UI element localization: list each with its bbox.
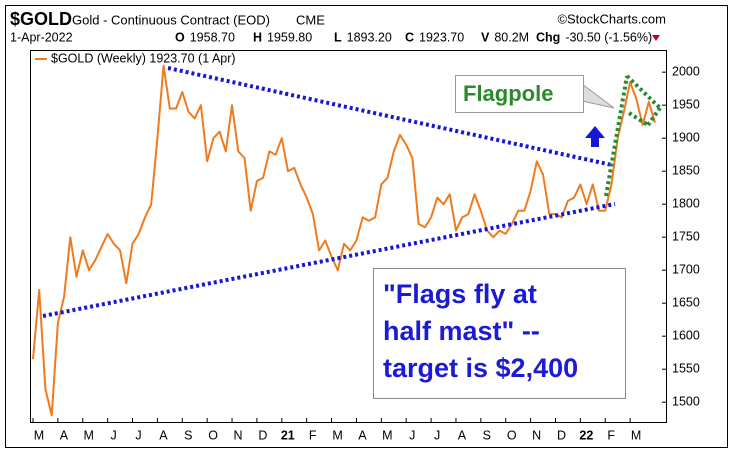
x-tick-label: M xyxy=(34,428,44,442)
x-tick-label: 21 xyxy=(281,428,295,442)
target-box xyxy=(373,268,626,399)
x-tick-label: D xyxy=(258,428,267,442)
quote-value: 1893.20 xyxy=(347,30,392,44)
y-tick-label: 2000 xyxy=(672,64,700,78)
y-tick-label: 1650 xyxy=(672,295,700,309)
lower-trendline xyxy=(42,202,616,318)
x-tick-label: N xyxy=(234,428,243,442)
flagpole-label: Flagpole xyxy=(463,81,553,106)
y-tick-label: 1850 xyxy=(672,163,700,177)
exchange: CME xyxy=(296,12,325,27)
price-line xyxy=(32,64,656,417)
plot-frame xyxy=(30,50,667,423)
x-tick-label: A xyxy=(60,428,69,442)
x-tick-label: F xyxy=(607,428,615,442)
plot-area: 1500 1550 1600 1650 1700 1750 1800 1850 1900 1950… xyxy=(32,51,700,442)
x-tick-label: N xyxy=(532,428,541,442)
quote-value: -30.50 (-1.56%) xyxy=(565,30,652,44)
y-tick-label: 1900 xyxy=(672,130,700,144)
x-tick-label: A xyxy=(458,428,467,442)
x-tick-label: J xyxy=(409,428,415,442)
quote-value: 1958.70 xyxy=(190,30,235,44)
y-tick-label: 1600 xyxy=(672,328,700,342)
x-tick-label: 22 xyxy=(579,428,593,442)
quote-label: Chg xyxy=(536,30,560,44)
flag-top-line xyxy=(625,74,662,110)
quote-label: L xyxy=(334,30,342,44)
quote-label: V xyxy=(481,30,490,44)
x-tick-label: F xyxy=(309,428,317,442)
x-tick-label: A xyxy=(358,428,367,442)
x-tick-label: J xyxy=(434,428,440,442)
quote-label: H xyxy=(253,30,262,44)
target-text: target is $2,400 xyxy=(383,353,578,383)
symbol: $GOLD xyxy=(10,9,72,29)
x-tick-label: O xyxy=(208,428,218,442)
y-tick-label: 1750 xyxy=(672,229,700,243)
pole-line xyxy=(604,75,629,197)
y-tick-label: 1500 xyxy=(672,394,700,408)
upper-trendline xyxy=(167,66,613,167)
quote-date: 1-Apr-2022 xyxy=(10,30,73,44)
x-tick-label: S xyxy=(483,428,491,442)
flagpole-box xyxy=(455,75,584,113)
x-tick-label: J xyxy=(111,428,117,442)
y-tick-label: 1700 xyxy=(672,262,700,276)
quote-value: 80.2M xyxy=(494,30,529,44)
x-tick-label: M xyxy=(332,428,342,442)
target-text: "Flags fly at xyxy=(383,279,537,309)
up-arrow xyxy=(585,126,605,147)
flag-bottom-line xyxy=(627,111,650,127)
x-tick-label: O xyxy=(507,428,517,442)
x-tick-label: D xyxy=(557,428,566,442)
quote-label: C xyxy=(405,30,414,44)
x-tick-label: M xyxy=(382,428,392,442)
quote-bar: O 1958.70 H 1959.80 L 1893.20 C 1923.70 V 80.2M Ch… xyxy=(175,30,652,44)
y-tick-label: 1800 xyxy=(672,196,700,210)
quote-label: O xyxy=(175,30,185,44)
down-indicator xyxy=(652,35,660,41)
quote-value: 1959.80 xyxy=(267,30,312,44)
x-tick-label: S xyxy=(184,428,192,442)
x-tick-label: M xyxy=(631,428,641,442)
x-tick-label: M xyxy=(84,428,94,442)
target-text: half mast" -- xyxy=(383,316,540,346)
y-tick-label: 1950 xyxy=(672,97,700,111)
y-tick-label: 1550 xyxy=(672,361,700,375)
x-tick-label: A xyxy=(159,428,168,442)
quote-value: 1923.70 xyxy=(419,30,464,44)
x-tick-label: J xyxy=(135,428,141,442)
flag-lines xyxy=(604,74,662,197)
source: ©StockCharts.com xyxy=(557,11,666,26)
legend-label: $GOLD (Weekly) 1923.70 (1 Apr) xyxy=(51,51,236,65)
instrument-name: Gold - Continuous Contract (EOD) xyxy=(72,12,270,27)
